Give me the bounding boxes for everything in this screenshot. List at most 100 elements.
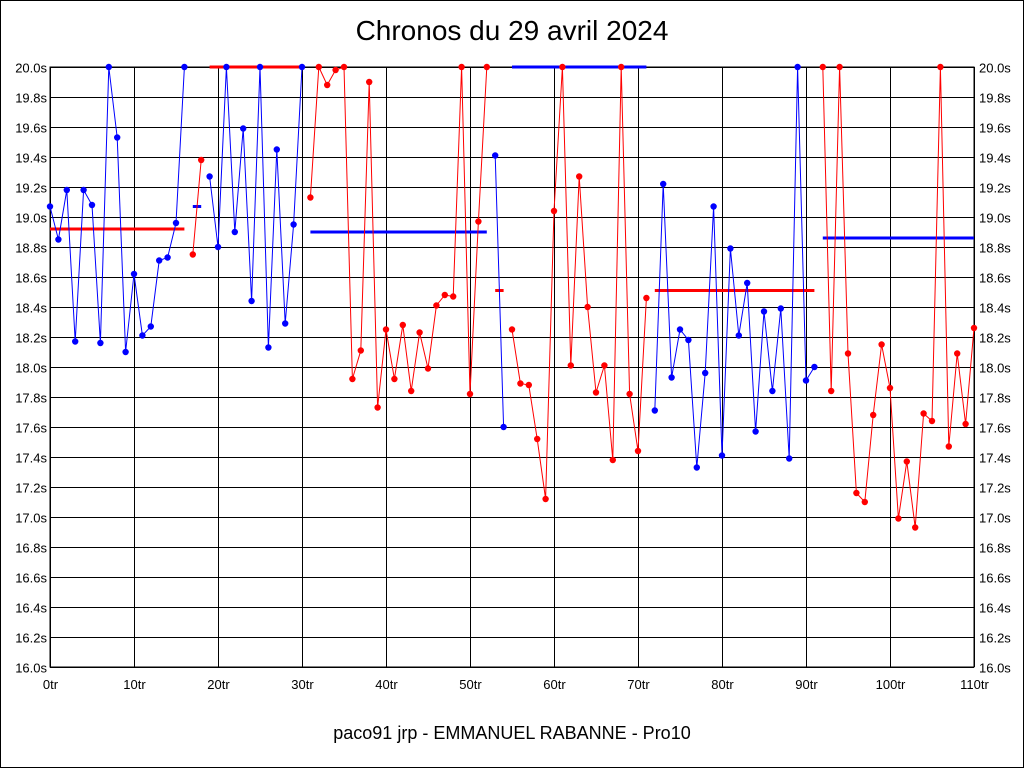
data-point (366, 78, 373, 86)
data-point (626, 390, 633, 398)
data-point (382, 326, 390, 333)
series-line (511, 66, 647, 500)
data-point (265, 344, 272, 351)
series-line (309, 66, 488, 408)
data-point (424, 365, 432, 372)
series-line (192, 159, 202, 255)
data-point (139, 332, 146, 339)
series-lines (49, 66, 975, 528)
data-point (693, 464, 700, 471)
y-tick-label-right: 16.2s (979, 631, 1011, 646)
data-point (475, 218, 482, 225)
chart-footer: paco91 jrp - EMMANUEL RABANNE - Pro10 (333, 723, 691, 743)
data-point (878, 341, 885, 348)
data-point (550, 207, 558, 215)
y-tick-label-left: 17.2s (15, 481, 47, 496)
data-point (752, 428, 759, 435)
tick-labels: 16.0s 16.0s 16.2s 16.2s 16.4s 16.4s 16.6s 16.6s… (15, 61, 1011, 693)
data-point (718, 452, 726, 459)
y-tick-label-right: 18.2s (979, 331, 1011, 346)
data-point (357, 347, 364, 354)
data-point (500, 423, 507, 431)
data-point (46, 203, 54, 210)
data-point (634, 447, 642, 455)
data-point (828, 387, 835, 395)
data-point (282, 320, 289, 327)
data-point (349, 375, 356, 383)
data-point (290, 221, 297, 228)
data-point (962, 420, 969, 428)
data-point (88, 201, 96, 209)
data-point (592, 389, 600, 396)
data-point (735, 332, 742, 339)
x-tick-label: 0tr (43, 677, 59, 692)
y-tick-label-right: 17.0s (979, 511, 1011, 526)
x-tick-label: 90tr (795, 677, 818, 692)
data-point (231, 228, 238, 236)
y-tick-label-right: 18.6s (979, 271, 1011, 286)
y-tick-label-left: 16.2s (15, 631, 47, 646)
data-point (214, 243, 222, 251)
data-point (198, 156, 205, 164)
y-tick-label-right: 19.2s (979, 181, 1011, 196)
data-point (248, 297, 255, 305)
data-point (492, 152, 499, 159)
y-tick-label-right: 19.4s (979, 151, 1011, 166)
y-tick-label-left: 18.4s (15, 301, 47, 316)
y-tick-label-left: 17.4s (15, 451, 47, 466)
y-tick-label-left: 19.4s (15, 151, 47, 166)
y-tick-label-left: 18.2s (15, 331, 47, 346)
y-tick-label-left: 19.8s (15, 91, 47, 106)
data-point (559, 63, 566, 71)
data-point (651, 407, 658, 414)
grid-lines (49, 66, 975, 668)
y-tick-label-left: 18.8s (15, 241, 47, 256)
data-point (970, 324, 978, 332)
data-point (567, 362, 574, 369)
y-tick-label-left: 18.6s (15, 271, 47, 286)
data-point (870, 411, 877, 419)
data-point (954, 350, 961, 357)
y-tick-label-right: 19.0s (979, 211, 1011, 226)
data-point (903, 458, 910, 465)
x-tick-label: 30tr (291, 677, 314, 692)
y-tick-label-right: 18.0s (979, 361, 1011, 376)
data-point (256, 63, 264, 71)
data-point (63, 186, 70, 194)
data-point (315, 63, 322, 71)
data-point (340, 63, 348, 71)
data-point (786, 455, 793, 462)
y-tick-label-right: 16.0s (979, 661, 1011, 676)
average-lines (50, 65, 974, 292)
data-point (676, 326, 684, 333)
data-point (324, 81, 331, 89)
y-tick-label-right: 19.6s (979, 121, 1011, 136)
series-line (822, 66, 975, 528)
y-tick-label-left: 16.6s (15, 571, 47, 586)
data-point (458, 63, 465, 71)
data-point (777, 305, 784, 312)
data-point (441, 291, 448, 299)
data-point (416, 329, 423, 336)
data-point (156, 257, 163, 264)
data-point (660, 180, 667, 188)
data-point (861, 498, 868, 506)
y-tick-label-right: 16.8s (979, 541, 1011, 556)
data-point (181, 63, 188, 71)
y-tick-label-left: 19.0s (15, 211, 47, 226)
y-tick-label-right: 18.8s (979, 241, 1011, 256)
chart-title: Chronos du 29 avril 2024 (355, 15, 669, 46)
x-tick-label: 10tr (123, 677, 146, 692)
x-tick-label: 50tr (459, 677, 482, 692)
y-tick-label-left: 19.6s (15, 121, 47, 136)
data-point (97, 339, 104, 347)
data-point (618, 63, 625, 71)
y-tick-label-left: 18.0s (15, 361, 47, 376)
y-tick-label-left: 20.0s (15, 61, 47, 76)
data-point (273, 146, 280, 153)
y-tick-label-right: 17.6s (979, 421, 1011, 436)
data-point (811, 363, 818, 371)
data-point (702, 369, 709, 377)
data-point (802, 377, 810, 384)
data-point (643, 294, 650, 302)
